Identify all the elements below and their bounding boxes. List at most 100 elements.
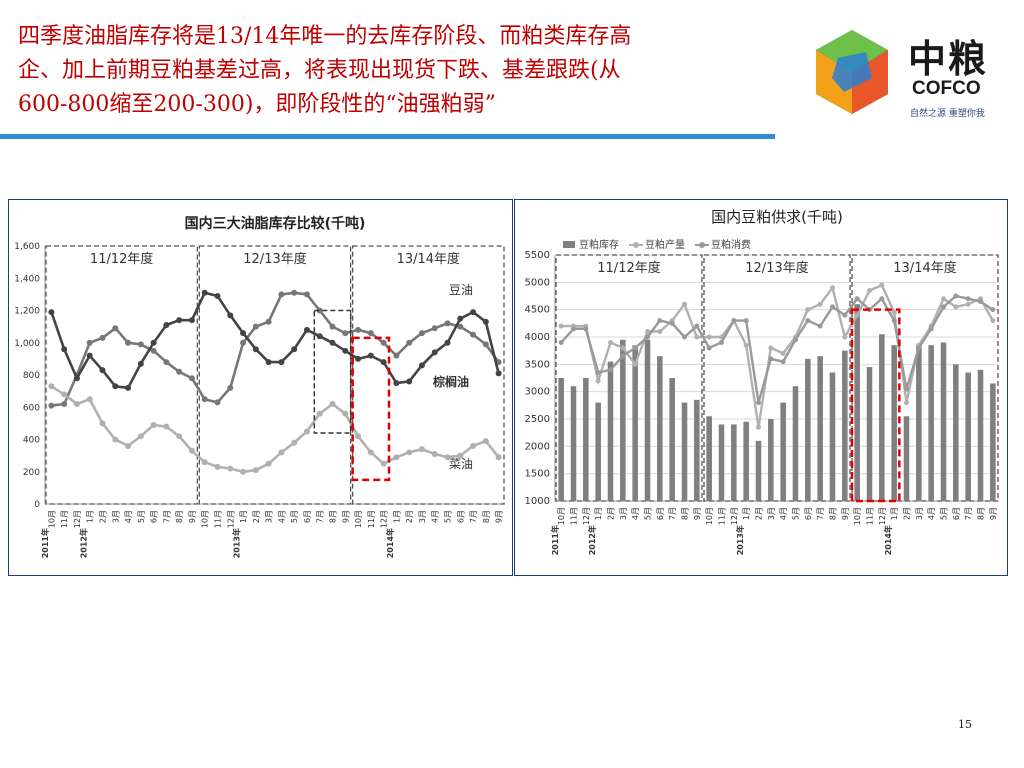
x-tick-label: 8月	[829, 507, 838, 520]
period-box	[703, 254, 851, 502]
data-point	[163, 322, 170, 329]
x-tick-label: 6月	[150, 510, 159, 523]
data-point	[780, 350, 786, 356]
data-point	[768, 356, 774, 362]
series-label: 菜油	[449, 457, 473, 471]
data-point	[891, 309, 897, 315]
x-tick-label: 4月	[277, 510, 286, 523]
bar	[928, 345, 934, 501]
bar	[681, 402, 688, 501]
data-point	[431, 451, 438, 458]
data-point	[227, 312, 234, 319]
data-point	[470, 309, 477, 316]
bar	[805, 358, 811, 501]
bar	[953, 364, 959, 501]
data-point	[706, 345, 712, 351]
bar	[879, 334, 885, 501]
slide-title-line: 600-800缩至200-300)，即阶段性的“油强粕弱”	[18, 92, 496, 117]
data-point	[112, 383, 119, 390]
series-line	[51, 291, 500, 407]
x-tick-label: 10月	[557, 507, 566, 525]
data-point	[125, 442, 132, 449]
data-point	[61, 391, 68, 398]
data-point	[457, 315, 464, 322]
title-underline	[0, 134, 775, 139]
bar	[718, 424, 725, 501]
bar	[965, 372, 971, 501]
data-point	[916, 345, 922, 351]
x-tick-label: 2月	[755, 507, 764, 520]
x-tick-label: 1月	[392, 510, 401, 523]
period-label: 13/14年度	[893, 260, 956, 276]
y-tick-label: 600	[23, 403, 40, 413]
data-point	[355, 355, 362, 362]
data-point	[112, 436, 119, 443]
data-point	[418, 446, 425, 453]
x-tick-label: 2月	[607, 507, 616, 520]
data-point	[112, 325, 119, 332]
x-tick-label: 1月	[742, 507, 751, 520]
x-tick-label: 4月	[431, 510, 440, 523]
data-point	[342, 330, 349, 337]
data-point	[743, 342, 749, 348]
data-point	[854, 296, 860, 302]
data-point	[125, 339, 132, 346]
x-year-label: 2013年	[735, 525, 745, 555]
data-point	[291, 289, 298, 296]
x-tick-label: 10月	[201, 510, 210, 528]
y-tick-label: 0	[34, 500, 40, 510]
data-point	[495, 454, 502, 461]
x-tick-label: 6月	[804, 507, 813, 520]
data-point	[657, 318, 663, 324]
data-point	[470, 442, 477, 449]
x-tick-label: 9月	[693, 507, 702, 520]
legend-swatch-marker	[699, 242, 705, 248]
data-point	[953, 293, 959, 299]
x-tick-label: 3月	[767, 507, 776, 520]
data-point	[150, 347, 157, 354]
data-point	[316, 410, 323, 417]
x-tick-label: 3月	[619, 507, 628, 520]
data-point	[329, 323, 336, 330]
data-point	[367, 352, 374, 359]
data-point	[188, 447, 195, 454]
bar	[570, 386, 577, 501]
soymeal-supply-chart-panel: 国内豆粕供求(千吨) 1000 1500 2000 2500 3000 3500 4000 45…	[514, 199, 1008, 576]
data-point	[48, 383, 55, 390]
y-tick-label: 1,400	[14, 274, 40, 284]
period-label: 12/13年度	[745, 260, 808, 276]
y-tick-label: 800	[23, 371, 40, 381]
bar	[990, 383, 996, 501]
data-point	[558, 323, 564, 329]
data-point	[252, 323, 259, 330]
y-tick-label: 200	[23, 468, 40, 478]
bar	[731, 424, 737, 501]
data-point	[879, 282, 885, 288]
bar	[854, 304, 860, 501]
x-tick-label: 8月	[329, 510, 338, 523]
x-tick-label: 1月	[890, 507, 899, 520]
x-tick-label: 3月	[418, 510, 427, 523]
data-point	[418, 362, 425, 369]
x-tick-label: 12月	[878, 507, 887, 525]
data-point	[329, 339, 336, 346]
data-point	[756, 400, 761, 406]
bar	[607, 361, 614, 501]
data-point	[719, 339, 724, 345]
period-box	[352, 245, 505, 505]
data-point	[61, 401, 68, 408]
data-point	[393, 380, 400, 387]
data-point	[291, 346, 298, 353]
data-point	[756, 424, 761, 430]
data-point	[928, 326, 934, 332]
data-point	[444, 320, 451, 327]
data-point	[482, 318, 489, 325]
slide-title-line: 四季度油脂库存将是13/14年唯一的去库存阶段、而粕类库存高	[18, 24, 632, 49]
data-point	[367, 330, 374, 337]
data-point	[694, 334, 700, 340]
data-point	[201, 459, 208, 466]
x-tick-label: 7月	[668, 507, 677, 520]
x-year-label: 2014年	[385, 528, 395, 558]
x-tick-label: 4月	[124, 510, 133, 523]
data-point	[73, 401, 80, 408]
